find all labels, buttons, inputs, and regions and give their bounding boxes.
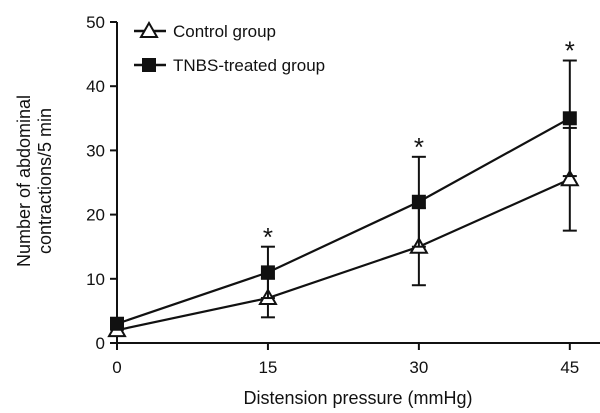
x-tick-label: 0 (112, 358, 121, 377)
legend: Control group TNBS-treated group (134, 20, 325, 75)
legend-marker-triangle (139, 20, 159, 38)
y-tick-label: 30 (86, 141, 105, 160)
series-line (116, 117, 571, 325)
legend-item-control: Control group (134, 20, 276, 41)
y-axis-title-line-2: contractions/5 min (35, 108, 55, 254)
y-tick-label: 10 (86, 270, 105, 289)
data-point-square (260, 265, 275, 280)
annotation-layer: * * * (263, 36, 575, 252)
legend-marker-square (142, 58, 156, 72)
significance-asterisk: * (414, 132, 424, 162)
legend-label: Control group (173, 22, 276, 41)
series-control (107, 126, 580, 338)
data-point-square (411, 194, 426, 209)
y-axis-title-line-1: Number of abdominal (14, 95, 34, 267)
significance-asterisk: * (565, 36, 575, 66)
x-axis-title: Distension pressure (mmHg) (243, 388, 472, 408)
legend-label: TNBS-treated group (173, 56, 325, 75)
data-point-triangle (560, 169, 580, 187)
y-tick-label: 40 (86, 77, 105, 96)
data-point-square (562, 111, 577, 126)
y-tick-label: 20 (86, 206, 105, 225)
series-layer (107, 59, 580, 338)
significance-asterisk: * (263, 222, 273, 252)
x-tick-label: 30 (409, 358, 428, 377)
y-tick-label: 50 (86, 13, 105, 32)
axes-layer: 0 10 20 30 40 50 0 15 30 45 (86, 13, 600, 377)
series-tnbs (110, 59, 577, 331)
x-tick-label: 45 (560, 358, 579, 377)
x-tick-label: 15 (258, 358, 277, 377)
y-tick-label: 0 (96, 334, 105, 353)
data-point-square (110, 316, 124, 331)
series-line (116, 178, 571, 332)
legend-item-tnbs: TNBS-treated group (134, 56, 325, 75)
